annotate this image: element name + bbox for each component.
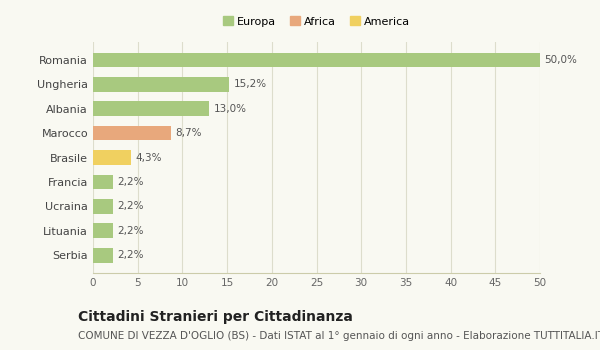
Text: 50,0%: 50,0% bbox=[544, 55, 577, 65]
Bar bbox=[93, 150, 131, 165]
Text: COMUNE DI VEZZA D'OGLIO (BS) - Dati ISTAT al 1° gennaio di ogni anno - Elaborazi: COMUNE DI VEZZA D'OGLIO (BS) - Dati ISTA… bbox=[78, 331, 600, 341]
Bar bbox=[93, 126, 171, 140]
Bar bbox=[93, 52, 540, 67]
Legend: Europa, Africa, America: Europa, Africa, America bbox=[220, 13, 413, 30]
Bar bbox=[93, 102, 209, 116]
Text: Cittadini Stranieri per Cittadinanza: Cittadini Stranieri per Cittadinanza bbox=[78, 310, 353, 324]
Text: 4,3%: 4,3% bbox=[136, 153, 163, 162]
Text: 2,2%: 2,2% bbox=[117, 226, 143, 236]
Bar bbox=[93, 77, 229, 92]
Text: 2,2%: 2,2% bbox=[117, 201, 143, 211]
Text: 2,2%: 2,2% bbox=[117, 177, 143, 187]
Bar bbox=[93, 223, 113, 238]
Text: 8,7%: 8,7% bbox=[175, 128, 202, 138]
Text: 13,0%: 13,0% bbox=[214, 104, 247, 114]
Text: 15,2%: 15,2% bbox=[233, 79, 266, 89]
Bar bbox=[93, 248, 113, 262]
Text: 2,2%: 2,2% bbox=[117, 250, 143, 260]
Bar bbox=[93, 199, 113, 214]
Bar bbox=[93, 175, 113, 189]
